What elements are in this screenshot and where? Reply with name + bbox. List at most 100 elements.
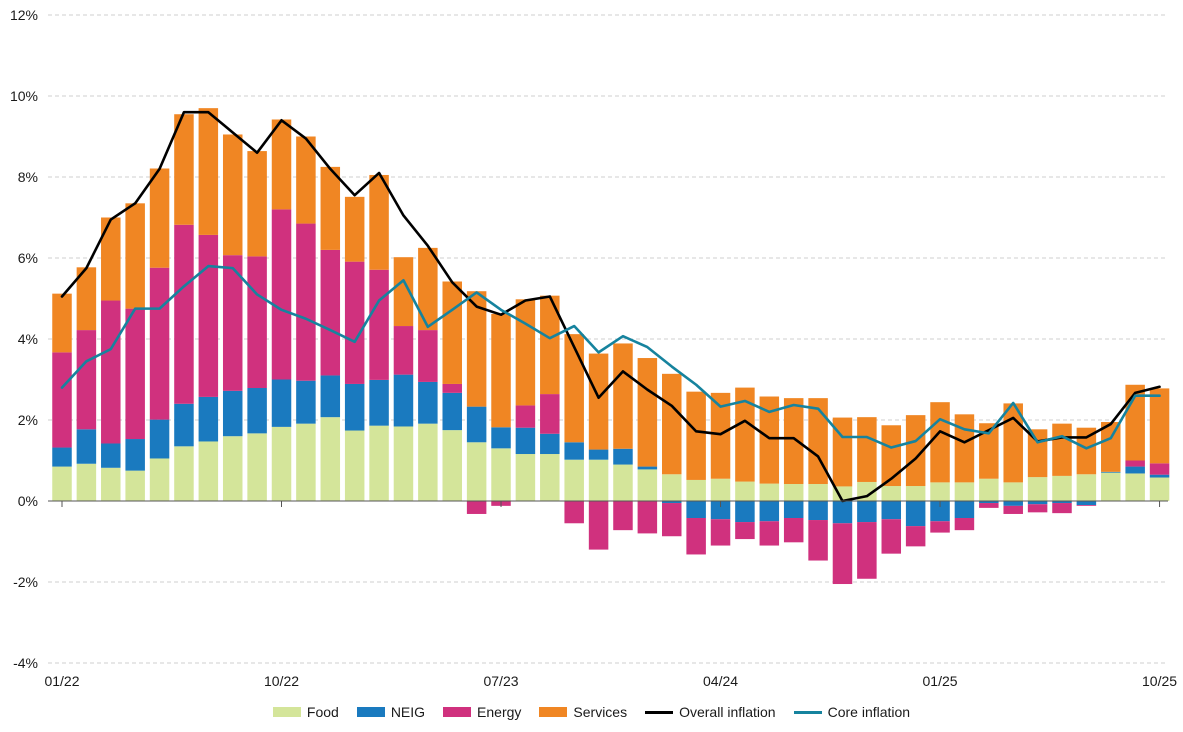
- bar-energy: [125, 308, 145, 440]
- bar-neig: [881, 501, 902, 520]
- bar-neig: [540, 433, 560, 455]
- bar-neig: [222, 390, 243, 437]
- bar-energy: [1052, 503, 1072, 514]
- bar-services: [247, 151, 267, 257]
- bar-services: [637, 358, 658, 467]
- bar-food: [1027, 477, 1048, 501]
- bar-neig: [247, 388, 267, 434]
- axes: 12% 10% 8% 6% 4% 2% 0% -2% -4% 01/22 10/22 07/23 04/…: [10, 7, 1177, 689]
- legend-swatch: [645, 710, 674, 714]
- bar-services: [149, 168, 170, 268]
- bar-services: [613, 343, 633, 449]
- bar-services: [979, 423, 999, 479]
- bar-services: [930, 402, 950, 483]
- bar-neig: [271, 379, 292, 427]
- bar-food: [1052, 475, 1072, 501]
- bar-neig: [76, 429, 97, 464]
- bar-neig: [783, 501, 804, 519]
- bar-energy: [735, 522, 755, 540]
- bar-food: [149, 458, 170, 501]
- bar-food: [296, 423, 316, 501]
- bar-neig: [954, 501, 975, 519]
- x-tick-label: 04/24: [703, 673, 738, 689]
- bar-energy: [979, 503, 999, 508]
- bar-neig: [930, 501, 950, 522]
- bar-neig: [369, 379, 389, 426]
- bar-neig: [564, 442, 584, 460]
- bar-food: [930, 482, 950, 501]
- bar-food: [686, 479, 706, 501]
- bar-food: [515, 454, 536, 501]
- bar-energy: [101, 300, 121, 444]
- bar-services: [954, 414, 975, 483]
- legend-label: Core inflation: [827, 704, 911, 720]
- y-tick-label: 10%: [10, 88, 38, 104]
- bar-neig: [174, 403, 194, 447]
- x-tick-label: 10/22: [264, 673, 299, 689]
- bar-services: [1052, 423, 1072, 476]
- bar-energy: [515, 405, 536, 428]
- bar-energy: [1149, 463, 1170, 475]
- bar-energy: [247, 256, 267, 389]
- bar-services: [101, 217, 121, 301]
- bar-energy: [1003, 505, 1023, 514]
- bar-energy: [320, 249, 341, 376]
- bar-energy: [564, 501, 584, 524]
- bar-energy: [418, 330, 438, 382]
- bar-energy: [149, 267, 170, 420]
- bar-energy: [954, 518, 975, 531]
- bar-services: [76, 267, 97, 331]
- bar-services: [369, 174, 389, 270]
- bar-neig: [418, 381, 438, 424]
- bar-energy: [442, 383, 462, 393]
- bar-food: [344, 430, 365, 501]
- bar-services: [857, 417, 877, 482]
- bar-neig: [515, 427, 536, 455]
- bar-services: [710, 392, 731, 479]
- bar-food: [613, 464, 633, 501]
- legend-label: Overall inflation: [679, 704, 776, 720]
- bar-energy: [759, 521, 780, 546]
- y-tick-label: 8%: [18, 169, 38, 185]
- bar-services: [808, 398, 828, 484]
- x-tick-label: 01/22: [44, 673, 79, 689]
- bar-services: [564, 334, 584, 443]
- bar-neig: [1052, 501, 1072, 504]
- y-tick-label: 6%: [18, 250, 38, 266]
- bar-food: [320, 417, 341, 501]
- bar-energy: [52, 352, 72, 448]
- bar-food: [588, 459, 609, 501]
- bar-services: [125, 203, 145, 309]
- y-tick-label: 12%: [10, 7, 38, 23]
- bar-food: [564, 459, 584, 501]
- bar-neig: [344, 383, 365, 431]
- bar-food: [491, 448, 511, 501]
- bar-food: [1125, 473, 1145, 501]
- bar-energy: [296, 223, 316, 381]
- legend-swatch: [272, 707, 301, 717]
- bar-energy: [710, 519, 731, 546]
- bar-energy: [271, 209, 292, 380]
- bar-energy: [1027, 504, 1048, 513]
- gridlines: [48, 14, 1168, 664]
- bar-energy: [393, 326, 414, 375]
- bar-services: [662, 373, 682, 475]
- bar-services: [783, 398, 804, 484]
- bar-services: [1149, 388, 1170, 464]
- bar-food: [369, 425, 389, 501]
- bar-food: [1003, 482, 1023, 501]
- bar-services: [759, 396, 780, 484]
- bar-services: [222, 134, 243, 256]
- bar-neig: [1027, 501, 1048, 505]
- bar-energy: [613, 501, 633, 531]
- bar-services: [905, 415, 926, 487]
- bar-food: [710, 478, 731, 501]
- bar-neig: [832, 501, 853, 524]
- line-overall-inflation: [60, 110, 1161, 503]
- y-tick-label: -2%: [13, 574, 38, 590]
- bar-food: [1101, 472, 1121, 501]
- bar-neig: [613, 448, 633, 465]
- legend-item: Energy: [443, 704, 521, 720]
- bar-energy: [222, 255, 243, 391]
- bar-energy: [466, 501, 487, 514]
